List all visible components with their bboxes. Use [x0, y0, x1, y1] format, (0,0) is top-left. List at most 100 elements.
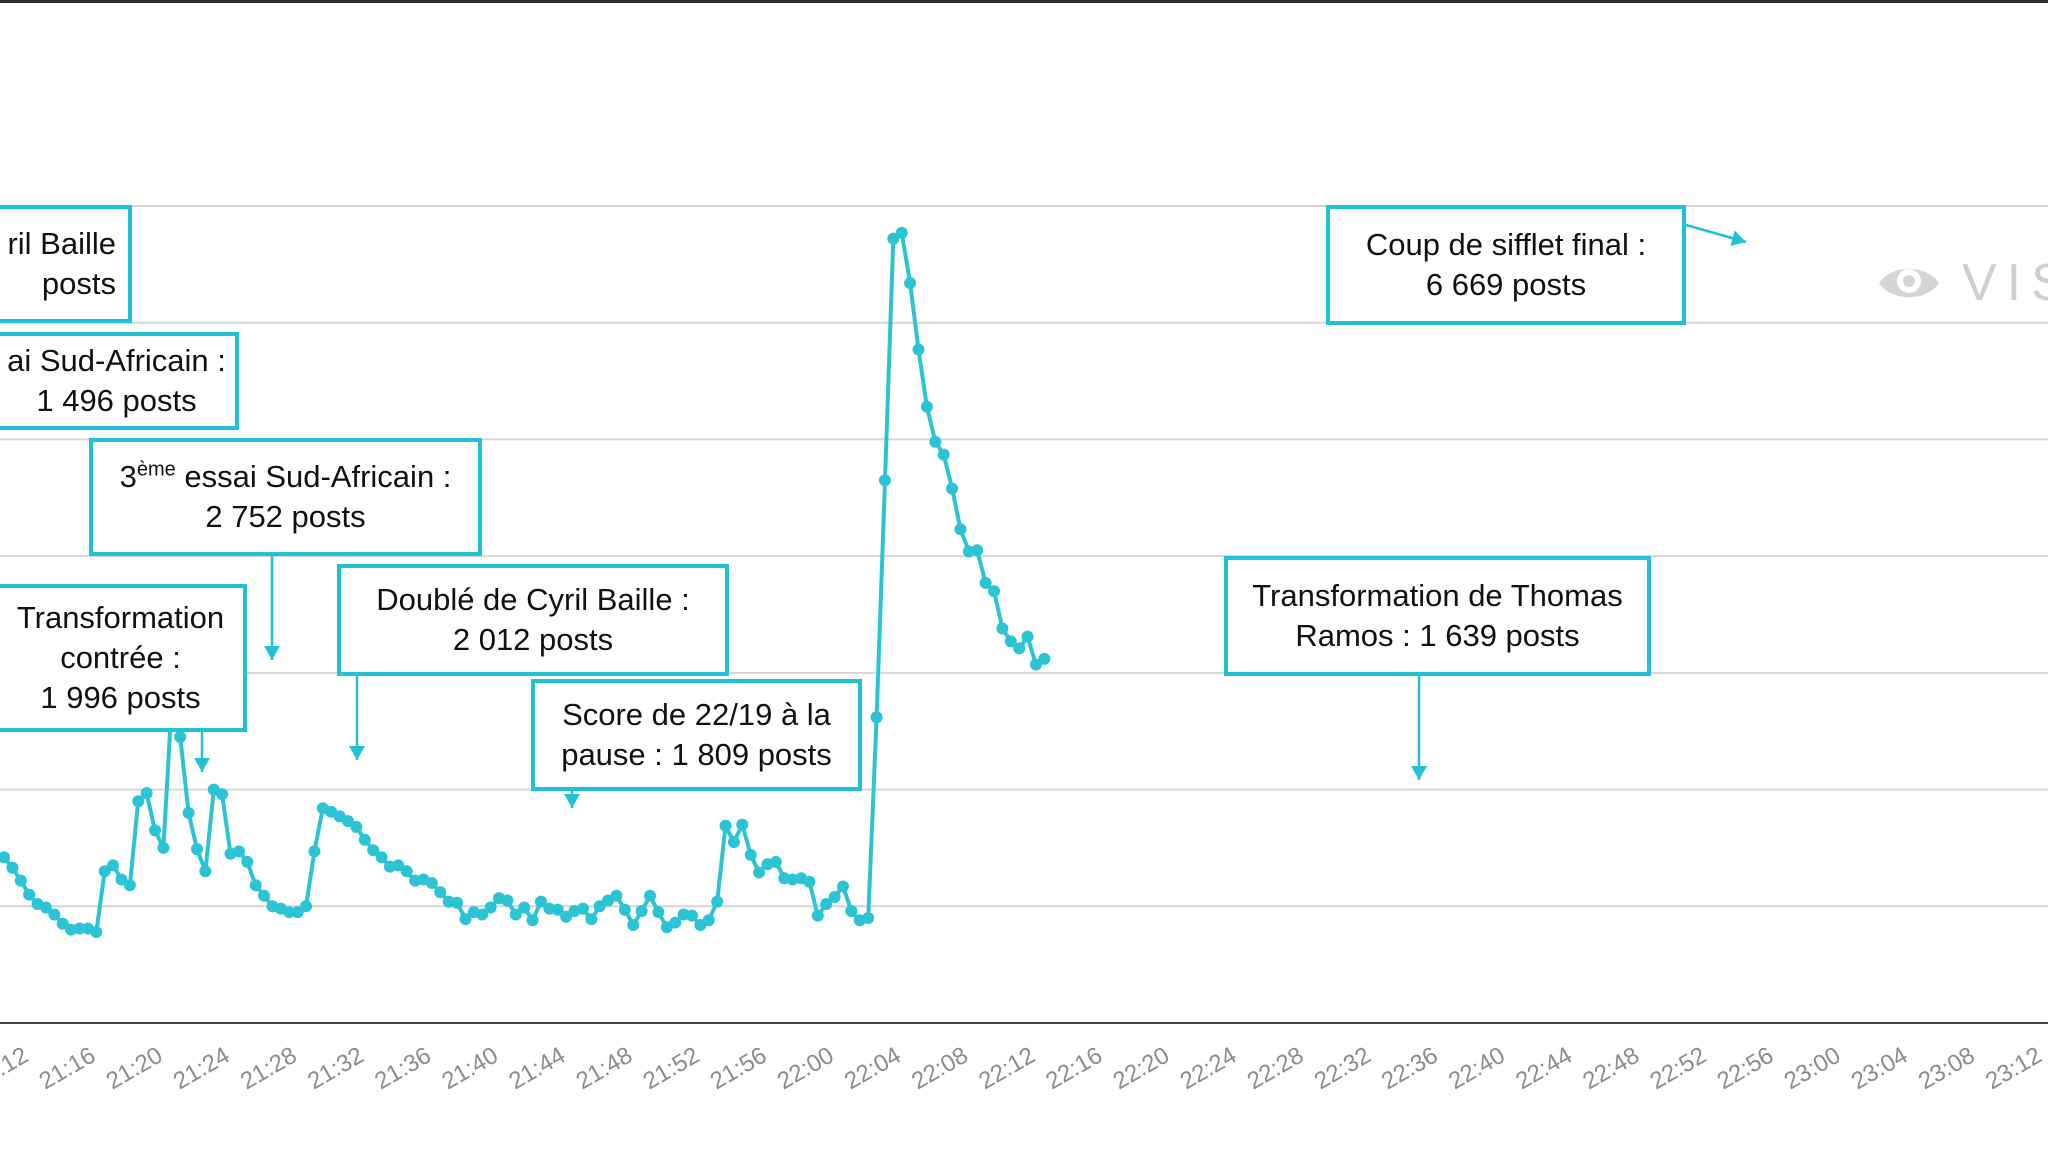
annotation-arrow-head [349, 746, 365, 760]
data-point [509, 908, 522, 921]
data-point [979, 576, 992, 589]
x-tick-label: 22:00 [773, 1042, 839, 1095]
x-tick-label: 22:20 [1109, 1042, 1175, 1095]
data-point [719, 819, 732, 832]
data-point [1004, 635, 1017, 648]
data-point [618, 903, 631, 916]
x-tick-label: 22:44 [1511, 1042, 1577, 1095]
data-point [241, 855, 254, 868]
data-point [190, 843, 203, 856]
data-point [115, 873, 128, 886]
data-point [560, 910, 573, 923]
data-point [937, 448, 950, 461]
annotation-arrow-head [1411, 766, 1427, 780]
data-point [501, 894, 514, 907]
eye-icon [1879, 268, 1939, 298]
data-point [425, 876, 438, 889]
data-point [308, 845, 321, 858]
data-point [14, 874, 27, 887]
data-point [367, 844, 380, 857]
x-tick-label: 21:48 [572, 1042, 638, 1095]
data-point [182, 806, 195, 819]
x-tick-label: 22:16 [1041, 1042, 1107, 1095]
data-point [887, 232, 900, 245]
data-point [98, 865, 111, 878]
data-point [132, 795, 145, 808]
data-point [434, 886, 447, 899]
data-point [350, 820, 363, 833]
watermark: VIS [1876, 254, 2048, 312]
x-tick-labels: 21:12 21:16 21:20 21:24 21:28 21:32 21:36 21:40… [0, 1042, 2047, 1095]
annotation-line: Coup de sifflet final : [1365, 227, 1647, 262]
gridlines [0, 205, 2048, 908]
x-tick-label: 22:36 [1377, 1042, 1443, 1095]
data-point [837, 880, 849, 893]
data-point [845, 904, 858, 917]
data-point [358, 833, 371, 846]
data-point [685, 909, 698, 922]
data-point [820, 897, 833, 910]
data-point [971, 544, 984, 557]
data-point [216, 788, 229, 801]
annotation-line: contrée : [60, 640, 181, 675]
x-tick-label: 23:12 [1981, 1042, 2047, 1095]
data-point [920, 400, 933, 413]
data-point [291, 906, 304, 919]
data-point [610, 889, 623, 902]
annotation-arrows [194, 223, 1747, 808]
data-point [249, 879, 262, 892]
data-point [73, 922, 86, 935]
data-point [375, 851, 388, 864]
x-tick-label: 22:12 [974, 1042, 1040, 1095]
annotation-line: 1 496 posts [36, 383, 197, 418]
series-points [0, 226, 1051, 938]
data-point [526, 914, 539, 927]
data-point [392, 859, 405, 872]
annotation-line: ril Baille [7, 226, 116, 261]
annotation-arrow-head [1730, 230, 1746, 246]
data-point [48, 908, 61, 921]
data-point [123, 879, 136, 892]
annotation-line: 2 012 posts [452, 622, 614, 657]
annotation-line: ai Sud-Africain : [7, 343, 226, 378]
top-border [0, 0, 2048, 3]
annotation-transformation-contree: Transformation contrée : 1 996 posts [0, 584, 247, 732]
data-point [652, 906, 665, 919]
data-point [895, 226, 908, 239]
x-tick-label: 21:28 [236, 1042, 302, 1095]
x-tick-label: 22:40 [1444, 1042, 1510, 1095]
data-point [904, 277, 917, 290]
data-point [90, 925, 103, 938]
data-point [669, 916, 682, 929]
annotation-line: Doublé de Cyril Baille : [376, 582, 690, 617]
data-point [23, 888, 36, 901]
data-point [576, 902, 589, 915]
x-tick-label: 21:16 [35, 1042, 101, 1095]
data-point [753, 866, 766, 879]
data-point [0, 851, 10, 864]
annotation-line: posts [41, 266, 116, 301]
x-tick-label: 21:32 [303, 1042, 369, 1095]
annotation-line: 1 996 posts [40, 680, 201, 715]
data-point [174, 731, 187, 744]
x-tick-label: 21:52 [639, 1042, 705, 1095]
data-point [946, 482, 959, 495]
x-tick-label: 21:24 [169, 1042, 235, 1095]
data-point [451, 896, 464, 909]
data-point [1021, 630, 1034, 643]
data-point [6, 861, 19, 874]
x-tick-label: 21:40 [437, 1042, 503, 1095]
annotation-line: Transformation de Thomas [1252, 578, 1623, 613]
x-tick-label: 21:44 [504, 1042, 570, 1095]
data-point [585, 913, 598, 926]
data-point [954, 523, 967, 536]
x-tick-label: 22:48 [1578, 1042, 1644, 1095]
annotation-coup-de-sifflet: Coup de sifflet final : 6 669 posts [1326, 205, 1686, 325]
annotation-transformation-ramos: Transformation de Thomas Ramos : 1 639 p… [1224, 556, 1651, 676]
data-point [644, 889, 657, 902]
data-point [459, 913, 472, 926]
data-point [140, 787, 153, 800]
x-tick-label: 21:36 [370, 1042, 436, 1095]
annotation-line: Transformation [16, 600, 225, 635]
